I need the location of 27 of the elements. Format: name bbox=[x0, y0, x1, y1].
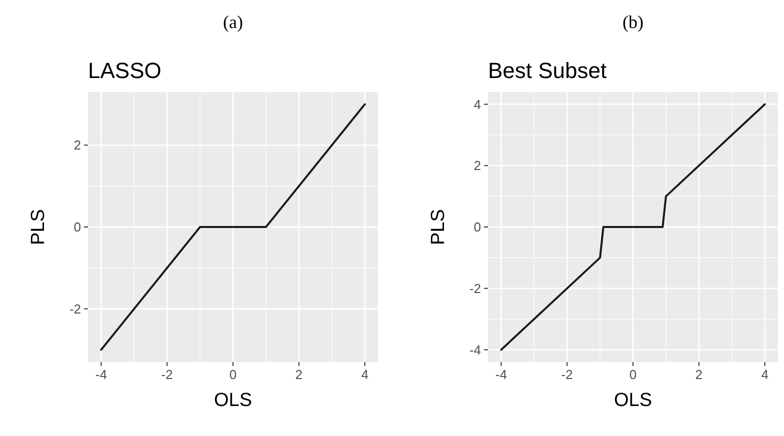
x-axis-title: OLS bbox=[214, 390, 252, 411]
text: (a) bbox=[223, 12, 243, 32]
y-axis-title: PLS bbox=[28, 209, 49, 245]
chart-title: LASSO bbox=[88, 58, 162, 83]
x-tick-label: 2 bbox=[295, 367, 303, 382]
x-tick-label: 0 bbox=[229, 367, 237, 382]
y-tick-label: 0 bbox=[474, 220, 481, 235]
x-tick-label: -4 bbox=[495, 367, 507, 382]
line-series bbox=[500, 103, 766, 351]
y-axis-title: PLS bbox=[428, 209, 449, 245]
y-tick-label: 2 bbox=[474, 158, 481, 174]
x-tick-label: -2 bbox=[161, 367, 173, 382]
y-tick-label: -2 bbox=[469, 280, 481, 296]
y-tick-label: 0 bbox=[74, 220, 81, 235]
y-tick-label: -2 bbox=[69, 301, 81, 316]
x-tick-label: 2 bbox=[695, 367, 703, 382]
x-axis-title: OLS bbox=[614, 390, 652, 411]
x-tick-label: 4 bbox=[361, 367, 368, 382]
x-tick-label: -4 bbox=[95, 367, 107, 382]
y-tick-label: -4 bbox=[469, 342, 481, 358]
x-tick-label: 4 bbox=[761, 367, 768, 382]
chart-title: Best Subset bbox=[488, 58, 607, 83]
y-tick-label: 2 bbox=[74, 138, 81, 153]
text: (b) bbox=[622, 12, 644, 32]
y-tick-label: 4 bbox=[474, 96, 481, 112]
x-tick-label: 0 bbox=[629, 367, 637, 382]
x-tick-label: -2 bbox=[561, 367, 573, 382]
